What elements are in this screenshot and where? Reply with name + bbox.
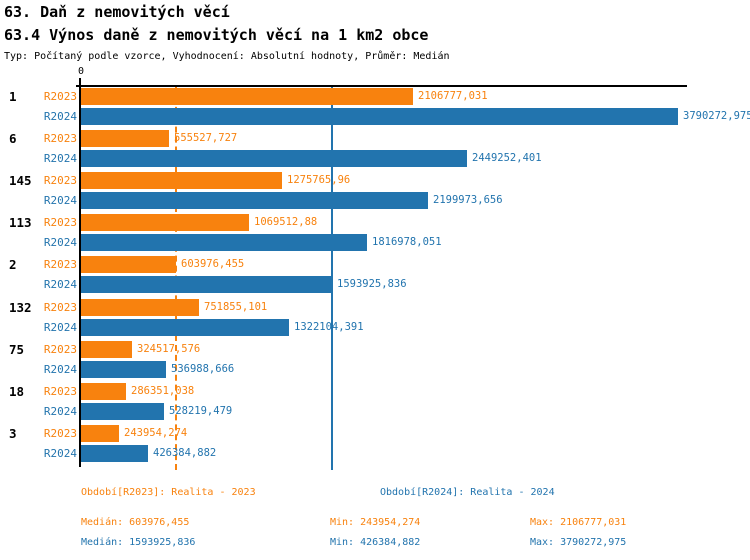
bar-r2024 (81, 361, 166, 378)
bar-value-label: 2199973,656 (433, 194, 503, 206)
indicator-title: 63.4 Výnos daně z nemovitých věcí na 1 k… (4, 26, 429, 44)
series-label-r2023: R2023 (43, 174, 77, 187)
bar-r2024 (81, 403, 164, 420)
bar-value-label: 243954,274 (124, 427, 188, 439)
legend-r2023: Období[R2023]: Realita - 2023 (81, 487, 256, 498)
x-axis-top-line (76, 85, 687, 87)
bar-value-label: 555527,727 (174, 132, 238, 144)
bar-r2024 (81, 276, 332, 293)
bar-value-label: 1069512,88 (254, 216, 318, 228)
series-label-r2024: R2024 (43, 405, 77, 418)
stat-min-r2024: Min: 426384,882 (330, 537, 421, 548)
group-label: 132 (9, 300, 32, 315)
bar-r2023 (81, 214, 249, 231)
bar-r2023 (81, 341, 132, 358)
bar-r2024 (81, 108, 678, 125)
series-label-r2024: R2024 (43, 194, 77, 207)
series-label-r2023: R2023 (43, 427, 77, 440)
group-label: 18 (9, 384, 25, 399)
bar-r2024 (81, 150, 467, 167)
bar-value-label: 1322104,391 (294, 321, 364, 333)
group-label: 145 (9, 173, 32, 188)
group-label: 6 (9, 131, 17, 146)
series-label-r2024: R2024 (43, 110, 77, 123)
bar-value-label: 2449252,401 (472, 152, 542, 164)
bar-r2023 (81, 172, 282, 189)
group-label: 2 (9, 257, 17, 272)
bar-value-label: 1275765,96 (287, 174, 351, 186)
series-label-r2024: R2024 (43, 363, 77, 376)
stat-median-r2023: Medián: 603976,455 (81, 517, 190, 528)
series-label-r2024: R2024 (43, 236, 77, 249)
series-label-r2024: R2024 (43, 321, 77, 334)
stat-min-r2023: Min: 243954,274 (330, 517, 421, 528)
series-label-r2023: R2023 (43, 385, 77, 398)
bar-r2024 (81, 445, 148, 462)
series-label-r2024: R2024 (43, 447, 77, 460)
series-label-r2024: R2024 (43, 278, 77, 291)
series-label-r2023: R2023 (43, 216, 77, 229)
series-label-r2023: R2023 (43, 132, 77, 145)
stat-max-r2024: Max: 3790272,975 (530, 537, 627, 548)
series-label-r2023: R2023 (43, 90, 77, 103)
bar-r2023 (81, 256, 176, 273)
median-gridline-r2024 (331, 87, 333, 470)
bar-r2023 (81, 383, 126, 400)
report-meta: Typ: Počítaný podle vzorce, Vyhodnocení:… (4, 51, 450, 62)
bar-value-label: 426384,882 (153, 447, 217, 459)
bar-r2023 (81, 130, 169, 147)
x-axis-zero-label: 0 (77, 66, 85, 77)
group-label: 3 (9, 426, 17, 441)
bar-value-label: 286351,038 (131, 385, 195, 397)
bar-value-label: 3790272,975 (683, 110, 750, 122)
bar-value-label: 324517,576 (137, 343, 201, 355)
series-label-r2023: R2023 (43, 258, 77, 271)
bar-value-label: 751855,101 (204, 301, 268, 313)
bar-r2024 (81, 234, 367, 251)
bar-value-label: 536988,666 (171, 363, 235, 375)
bar-r2023 (81, 88, 413, 105)
bar-r2024 (81, 192, 428, 209)
bar-r2023 (81, 299, 199, 316)
group-label: 75 (9, 342, 25, 357)
report-title: 63. Daň z nemovitých věcí (4, 3, 230, 21)
bar-r2024 (81, 319, 289, 336)
stat-median-r2024: Medián: 1593925,836 (81, 537, 196, 548)
bar-r2023 (81, 425, 119, 442)
bar-value-label: 1816978,051 (372, 236, 442, 248)
series-label-r2023: R2023 (43, 343, 77, 356)
y-axis-line (79, 78, 81, 467)
series-label-r2024: R2024 (43, 152, 77, 165)
legend-r2024: Období[R2024]: Realita - 2024 (380, 487, 555, 498)
bar-value-label: 1593925,836 (337, 278, 407, 290)
bar-value-label: 603976,455 (181, 258, 245, 270)
series-label-r2023: R2023 (43, 301, 77, 314)
bar-value-label: 2106777,031 (418, 90, 488, 102)
group-label: 113 (9, 215, 32, 230)
bar-value-label: 528219,479 (169, 405, 233, 417)
stat-max-r2023: Max: 2106777,031 (530, 517, 627, 528)
group-label: 1 (9, 89, 17, 104)
